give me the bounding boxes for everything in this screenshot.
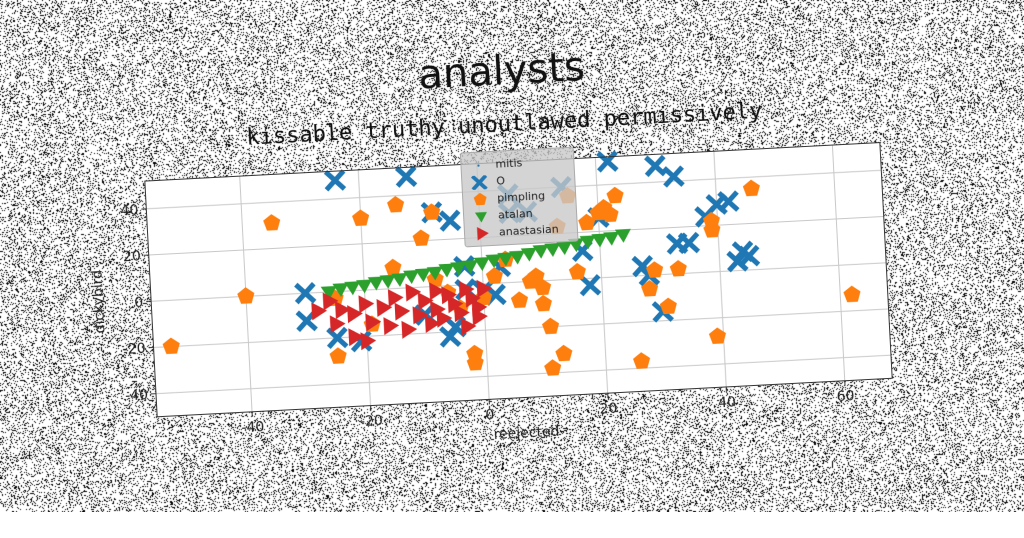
y-tick-label: 40: [120, 202, 139, 219]
x-tick-label: 20: [599, 401, 618, 418]
x-tick-label: -20: [360, 413, 384, 430]
y-tick-label: -20: [122, 341, 146, 358]
legend-swatch: [467, 158, 490, 173]
legend-marker: [472, 175, 486, 189]
legend-marker: [473, 192, 487, 205]
legend-label: anastasian: [499, 223, 559, 239]
x-axis-label: reejected: [493, 424, 560, 443]
legend-swatch: [470, 208, 493, 223]
legend-marker: [477, 226, 489, 240]
legend-marker: [477, 164, 479, 166]
legend-swatch: [471, 225, 494, 240]
y-axis-label: dickybird: [89, 270, 108, 334]
legend-label: atalan: [498, 207, 533, 222]
x-tick-label: 60: [836, 388, 855, 405]
legend-label: pimpling: [497, 189, 545, 204]
legend-swatch: [468, 175, 491, 190]
legend-marker: [475, 212, 488, 223]
y-tick-label: -40: [125, 387, 149, 404]
x-tick-label: 40: [718, 394, 737, 411]
y-tick-label: 20: [123, 248, 142, 265]
x-tick-label: -40: [241, 419, 265, 436]
x-tick-label: 0: [485, 407, 495, 423]
legend-label: O: [496, 174, 505, 187]
y-tick-label: 0: [134, 295, 144, 311]
legend-label: mitis: [495, 156, 523, 170]
legend-swatch: [469, 191, 492, 206]
